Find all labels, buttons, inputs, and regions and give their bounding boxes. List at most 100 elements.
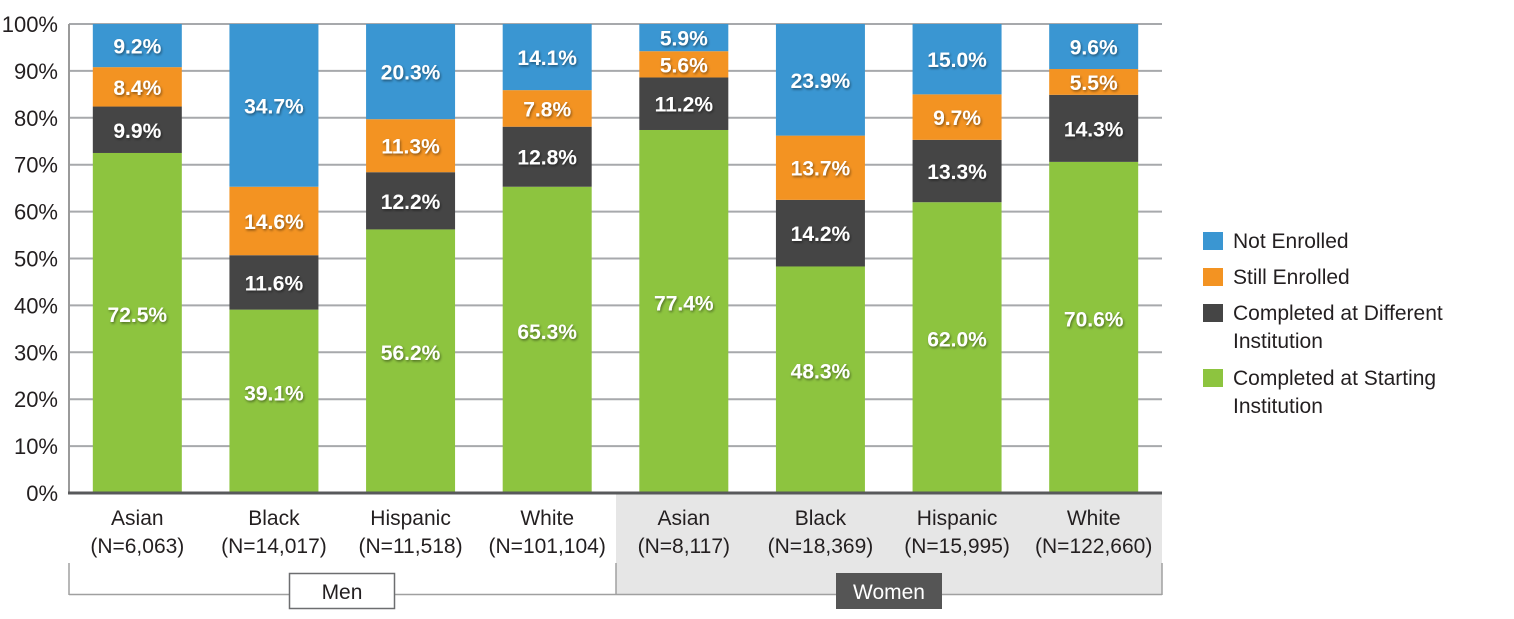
category-labels: Asian (N=6,063) Black (N=14,017) Hispanic (N=…: [90, 507, 1152, 558]
data-label: 77.4%: [654, 292, 714, 315]
category-label: Hispanic: [917, 507, 998, 530]
bar-segment: [912, 139, 1002, 203]
legend-item: Completed at Starting Institution: [1203, 367, 1436, 418]
bar-segment: [1049, 94, 1139, 162]
y-tick-label: 70%: [14, 153, 58, 178]
category-label: Hispanic: [370, 507, 451, 530]
data-label: 23.9%: [791, 70, 851, 93]
y-tick-label: 20%: [14, 387, 58, 412]
category-n-label: (N=15,995): [904, 535, 1010, 558]
bar-stack: 56.2% 12.2% 11.3% 20.3%: [366, 24, 456, 493]
category-n-label: (N=18,369): [768, 535, 874, 558]
bar-segment: [639, 129, 729, 493]
data-label: 48.3%: [791, 361, 851, 384]
data-label: 5.9%: [660, 28, 708, 51]
data-label: 13.3%: [927, 161, 987, 184]
men-group-label: Men: [322, 581, 363, 604]
data-label: 62.0%: [927, 329, 987, 352]
data-label: 20.3%: [381, 62, 441, 85]
data-label: 12.2%: [381, 191, 441, 214]
category-label: Black: [248, 507, 300, 530]
data-label: 14.1%: [517, 47, 577, 70]
data-label: 11.6%: [245, 272, 304, 295]
y-tick-label: 80%: [14, 106, 58, 131]
bar-stack: 65.3% 12.8% 7.8% 14.1%: [502, 24, 592, 494]
data-label: 12.8%: [517, 147, 577, 170]
data-label: 9.9%: [113, 120, 161, 143]
y-tick-label: 0%: [26, 481, 58, 506]
bar-segment: [775, 135, 865, 200]
bar-segment: [775, 266, 865, 493]
data-label: 13.7%: [791, 158, 851, 181]
bar-stack: 39.1% 11.6% 14.6% 34.7%: [229, 24, 319, 493]
category-label: White: [1067, 507, 1121, 530]
category-n-label: (N=122,660): [1035, 535, 1152, 558]
data-label: 72.5%: [108, 304, 168, 327]
data-label: 14.3%: [1064, 118, 1124, 141]
category-n-label: (N=101,104): [489, 535, 606, 558]
data-label: 39.1%: [244, 382, 304, 405]
y-tick-label: 90%: [14, 59, 58, 84]
bar-stack: 48.3% 14.2% 13.7% 23.9%: [775, 24, 865, 493]
data-label: 9.7%: [933, 107, 981, 130]
legend-swatch: [1203, 304, 1223, 322]
category-label: Black: [795, 507, 847, 530]
legend-label: Not Enrolled: [1233, 230, 1349, 253]
bar-segment: [912, 94, 1002, 140]
bar-segment: [639, 51, 729, 78]
men-group-bracket: Men: [68, 563, 617, 610]
legend-label: Institution: [1233, 330, 1323, 353]
category-n-label: (N=11,518): [359, 535, 463, 558]
data-label: 7.8%: [523, 98, 571, 121]
data-label: 11.2%: [655, 94, 714, 117]
y-tick-label: 100%: [2, 12, 58, 37]
bar-segment: [92, 106, 182, 153]
legend: Not Enrolled Still Enrolled Completed at D…: [1203, 230, 1443, 418]
bar-segment: [639, 24, 729, 52]
legend-swatch: [1203, 369, 1223, 387]
legend-label: Institution: [1233, 395, 1323, 418]
legend-label: Completed at Starting: [1233, 367, 1436, 390]
bar-segment: [775, 24, 865, 136]
y-axis-ticks: 0% 10% 20% 30% 40% 50% 60% 70% 80% 90% 100%: [2, 12, 58, 506]
data-label: 70.6%: [1064, 308, 1124, 331]
bar-segment: [1049, 161, 1139, 494]
category-label: Asian: [111, 507, 164, 530]
legend-swatch: [1203, 232, 1223, 250]
legend-label: Still Enrolled: [1233, 266, 1350, 289]
bar-segment: [775, 199, 865, 267]
bar-segment: [229, 255, 319, 310]
legend-swatch: [1203, 268, 1223, 286]
bar-segment: [229, 309, 319, 493]
category-n-label: (N=6,063): [90, 535, 184, 558]
bar-segment: [92, 152, 182, 493]
category-label: Asian: [658, 507, 711, 530]
bar-segment: [912, 202, 1002, 493]
data-label: 5.6%: [660, 54, 708, 77]
legend-item: Completed at Different Institution: [1203, 302, 1443, 353]
category-label: White: [520, 507, 574, 530]
bar-segment: [502, 186, 592, 494]
data-label: 11.3%: [381, 136, 440, 159]
bar-segment: [229, 24, 319, 187]
bar-stack: 62.0% 13.3% 9.7% 15.0%: [912, 24, 1002, 493]
data-label: 56.2%: [381, 342, 441, 365]
bar-segment: [366, 172, 456, 230]
data-label: 34.7%: [244, 95, 304, 118]
category-n-label: (N=8,117): [638, 535, 730, 558]
bars: 72.5% 9.9% 8.4% 9.2% 39.1% 11.6% 14.6% 34.7% 56.…: [92, 24, 1139, 494]
y-tick-label: 40%: [14, 293, 58, 318]
bar-stack: 70.6% 14.3% 5.5% 9.6%: [1049, 24, 1139, 494]
women-group-label: Women: [853, 581, 925, 604]
bar-stack: 77.4% 11.2% 5.6% 5.9%: [639, 24, 729, 493]
y-tick-label: 60%: [14, 200, 58, 225]
legend-item: Still Enrolled: [1203, 266, 1350, 289]
data-label: 8.4%: [113, 77, 161, 100]
bar-segment: [502, 90, 592, 127]
category-n-label: (N=14,017): [221, 535, 327, 558]
data-label: 15.0%: [927, 49, 987, 72]
data-label: 14.2%: [791, 223, 851, 246]
bar-segment: [912, 24, 1002, 95]
men-group-box: [288, 572, 396, 610]
